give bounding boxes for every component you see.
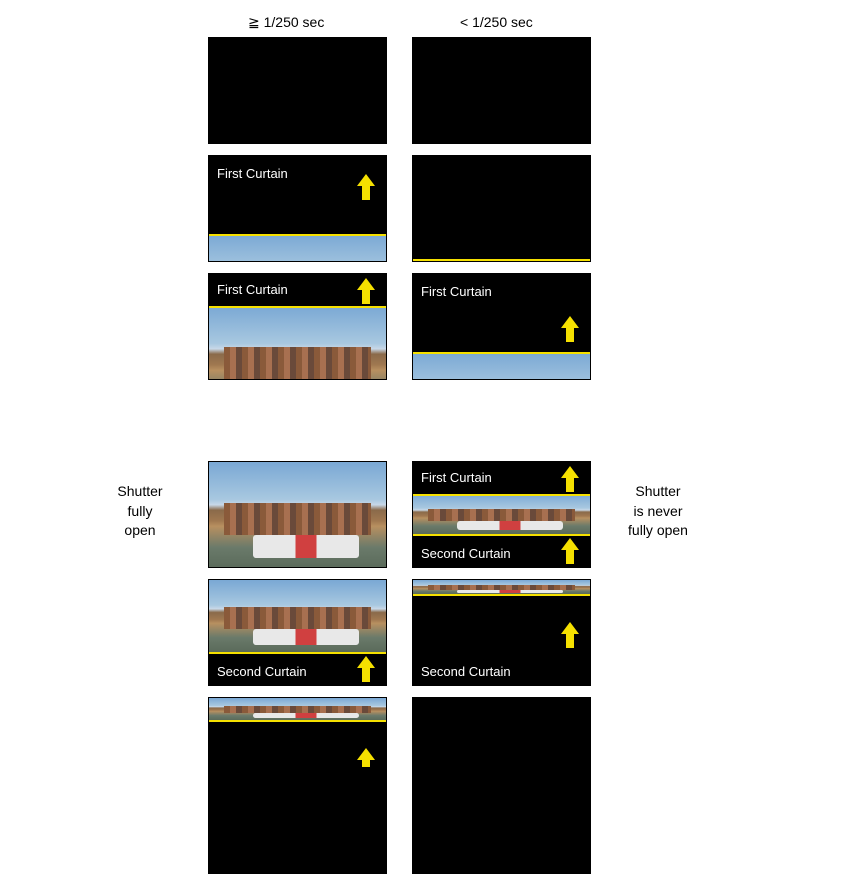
scene-image: [209, 462, 386, 568]
side-label-line: Shutter: [117, 483, 162, 499]
scene-image: [209, 306, 386, 380]
up-arrow-icon: [561, 316, 579, 342]
curtain-edge-line: [209, 306, 386, 308]
up-arrow-icon: [357, 174, 375, 200]
shutter-frame: Second Curtain: [208, 579, 387, 686]
curtain-label: First Curtain: [217, 166, 288, 181]
up-arrow-icon: [561, 538, 579, 564]
shutter-frame: [412, 37, 591, 144]
up-arrow-icon: [561, 466, 579, 492]
shutter-frame: First Curtain: [412, 273, 591, 380]
up-arrow-icon: [561, 622, 579, 648]
shutter-frame: Second Curtain: [412, 579, 591, 686]
scene-image: [209, 234, 386, 262]
up-arrow-icon: [357, 656, 375, 682]
scene-image: [413, 352, 590, 380]
scene-image: [413, 580, 590, 594]
up-arrow-icon: [357, 278, 375, 304]
shutter-frame: [208, 461, 387, 568]
curtain-edge-line: [413, 352, 590, 354]
side-label-line: fully open: [628, 522, 688, 538]
scene-image: [413, 494, 590, 534]
shutter-frame: First Curtain Second Curtain: [412, 461, 591, 568]
side-label-line: fully: [128, 503, 153, 519]
right-column-header: < 1/250 sec: [460, 14, 533, 30]
curtain-label: First Curtain: [421, 284, 492, 299]
curtain-edge-line: [209, 720, 386, 722]
right-side-label: Shutter is never fully open: [618, 482, 698, 541]
curtain-edge-line: [209, 234, 386, 236]
curtain-edge-line: [209, 652, 386, 654]
curtain-edge-line: [413, 259, 590, 261]
side-label-line: Shutter: [635, 483, 680, 499]
left-column-header: ≧ 1/250 sec: [248, 14, 324, 31]
scene-image: [209, 698, 386, 720]
curtain-edge-line: [413, 534, 590, 536]
shutter-frame: [208, 37, 387, 144]
shutter-frame: [208, 767, 387, 874]
scene-image: [209, 580, 386, 652]
shutter-frame: [412, 767, 591, 874]
curtain-label: Second Curtain: [217, 664, 307, 679]
left-side-label: Shutter fully open: [110, 482, 170, 541]
shutter-frame: [412, 155, 591, 262]
curtain-label: First Curtain: [421, 470, 492, 485]
shutter-frame: First Curtain: [208, 273, 387, 380]
diagram-container: ≧ 1/250 sec < 1/250 sec Shutter fully op…: [0, 0, 850, 864]
side-label-line: is never: [633, 503, 682, 519]
side-label-line: open: [124, 522, 155, 538]
curtain-label: Second Curtain: [421, 546, 511, 561]
curtain-edge-line: [413, 494, 590, 496]
shutter-frame: First Curtain: [208, 155, 387, 262]
curtain-label: Second Curtain: [421, 664, 511, 679]
curtain-edge-line: [413, 594, 590, 596]
curtain-label: First Curtain: [217, 282, 288, 297]
